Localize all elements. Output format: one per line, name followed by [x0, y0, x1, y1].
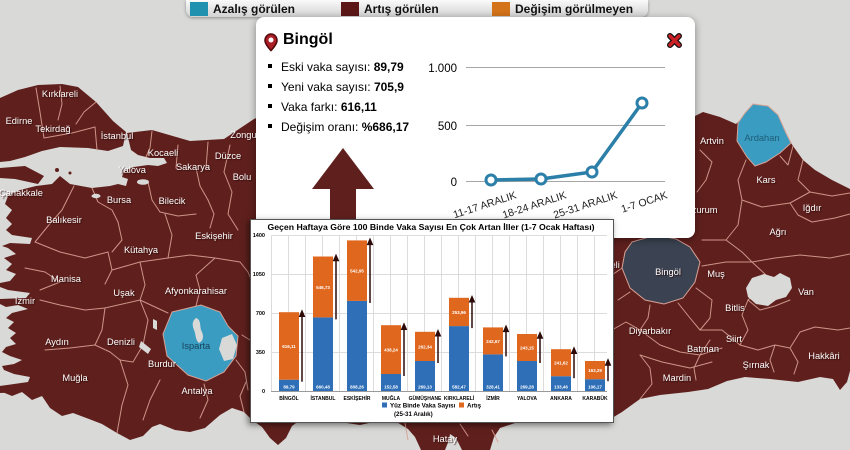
svg-text:İZMİR: İZMİR [486, 395, 500, 402]
svg-text:1.000: 1.000 [428, 63, 457, 75]
svg-text:133,46: 133,46 [554, 385, 568, 390]
svg-text:Van: Van [798, 287, 814, 297]
svg-text:350: 350 [256, 350, 265, 356]
svg-text:Hatay: Hatay [433, 434, 458, 444]
svg-text:Muğla: Muğla [62, 373, 88, 383]
svg-text:660,48: 660,48 [316, 385, 330, 390]
svg-text:YALOVA: YALOVA [517, 396, 537, 402]
svg-text:808,26: 808,26 [350, 385, 364, 390]
svg-text:700: 700 [256, 311, 265, 317]
svg-text:152,58: 152,58 [384, 385, 398, 390]
svg-text:MUĞLA: MUĞLA [382, 394, 401, 402]
svg-text:Muş: Muş [707, 269, 725, 279]
svg-text:KIRKLARELİ: KIRKLARELİ [444, 395, 475, 402]
svg-text:Manisa: Manisa [51, 274, 82, 284]
svg-text:546,73: 546,73 [316, 285, 330, 290]
svg-text:Hakkâri: Hakkâri [808, 351, 840, 361]
svg-text:Afyonkarahisar: Afyonkarahisar [165, 286, 227, 296]
svg-text:Bilecik: Bilecik [159, 196, 186, 206]
svg-text:GÜMÜŞHANE: GÜMÜŞHANE [409, 395, 442, 402]
svg-text:Kütahya: Kütahya [124, 245, 159, 255]
svg-text:253,96: 253,96 [452, 310, 466, 315]
svg-text:163,29: 163,29 [588, 368, 602, 373]
svg-text:242,67: 242,67 [486, 339, 500, 344]
svg-text:500: 500 [438, 121, 457, 133]
svg-text:Ardahan: Ardahan [744, 133, 779, 143]
svg-text:542,95: 542,95 [350, 269, 364, 274]
svg-text:Mardin: Mardin [663, 373, 691, 383]
svg-text:328,41: 328,41 [486, 385, 500, 390]
svg-text:Zonguldak: Zonguldak [230, 130, 274, 140]
svg-text:Antalya: Antalya [181, 386, 213, 396]
svg-text:0: 0 [451, 177, 457, 189]
svg-text:Siirt: Siirt [726, 334, 742, 344]
svg-text:Düzce: Düzce [215, 151, 241, 161]
svg-text:Denizli: Denizli [107, 337, 135, 347]
svg-text:Bingöl: Bingöl [655, 267, 681, 277]
svg-text:Kocaeli: Kocaeli [148, 148, 179, 158]
svg-text:262,34: 262,34 [418, 344, 432, 349]
svg-text:Bolu: Bolu [233, 172, 252, 182]
svg-text:Edirne: Edirne [6, 116, 33, 126]
svg-text:Artış: Artış [467, 403, 482, 410]
svg-text:Eskişehir: Eskişehir [195, 231, 233, 241]
svg-text:(25-31 Aralık): (25-31 Aralık) [394, 411, 433, 418]
svg-text:1050: 1050 [253, 272, 265, 278]
svg-text:Burdur: Burdur [148, 359, 176, 369]
svg-text:BİNGÖL: BİNGÖL [279, 395, 298, 402]
svg-text:Geçen Haftaya Göre 100 Binde V: Geçen Haftaya Göre 100 Binde Vaka Sayısı… [267, 222, 594, 232]
svg-text:KARABÜK: KARABÜK [582, 395, 608, 402]
svg-text:Tekirdağ: Tekirdağ [35, 124, 70, 134]
svg-text:1-7 OCAK: 1-7 OCAK [620, 189, 669, 215]
svg-text:616,11: 616,11 [282, 344, 296, 349]
svg-text:Kırklareli: Kırklareli [42, 89, 78, 99]
svg-text:Isparta: Isparta [182, 341, 211, 351]
svg-text:Yüz Binde Vaka Sayısı: Yüz Binde Vaka Sayısı [390, 403, 456, 410]
svg-text:ANKARA: ANKARA [550, 396, 572, 402]
svg-text:438,24: 438,24 [384, 348, 398, 353]
svg-text:269,28: 269,28 [520, 385, 534, 390]
svg-text:Iğdır: Iğdır [803, 203, 822, 213]
svg-text:Şırnak: Şırnak [743, 360, 770, 370]
svg-text:Erzurum: Erzurum [682, 205, 717, 215]
svg-text:Uşak: Uşak [113, 288, 135, 298]
svg-text:Aydın: Aydın [45, 337, 69, 347]
svg-text:Diyarbakır: Diyarbakır [629, 326, 671, 336]
svg-text:Yalova: Yalova [118, 165, 147, 175]
svg-text:89,79: 89,79 [283, 385, 295, 390]
svg-text:269,13: 269,13 [418, 385, 432, 390]
svg-text:Artvin: Artvin [700, 136, 724, 146]
svg-text:1400: 1400 [253, 233, 265, 239]
svg-text:İSTANBUL: İSTANBUL [311, 395, 336, 402]
svg-text:Bursa: Bursa [107, 195, 132, 205]
svg-text:Batman: Batman [687, 344, 719, 354]
svg-text:0: 0 [262, 389, 265, 395]
svg-text:Bitlis: Bitlis [725, 303, 745, 313]
svg-text:582,47: 582,47 [452, 385, 466, 390]
svg-text:ESKİŞEHİR: ESKİŞEHİR [344, 395, 371, 402]
svg-text:106,17: 106,17 [588, 385, 602, 390]
svg-text:243,15: 243,15 [520, 346, 534, 351]
svg-text:Balıkesir: Balıkesir [46, 215, 82, 225]
svg-text:Çanakkale: Çanakkale [0, 188, 43, 198]
svg-text:Ağrı: Ağrı [769, 227, 786, 237]
svg-text:İzmir: İzmir [15, 296, 35, 306]
svg-text:241,62: 241,62 [554, 361, 568, 366]
svg-text:İstanbul: İstanbul [101, 131, 134, 141]
svg-text:Sakarya: Sakarya [176, 162, 211, 172]
svg-text:Kars: Kars [756, 175, 775, 185]
